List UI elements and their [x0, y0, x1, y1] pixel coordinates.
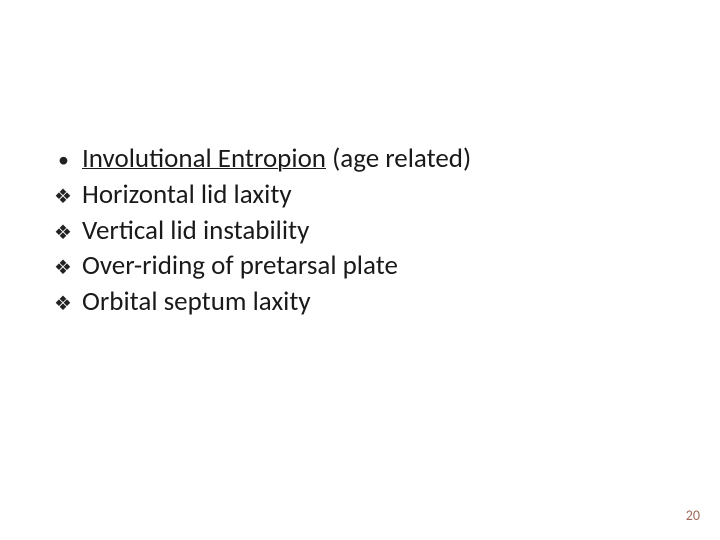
diamond-icon: ❖	[54, 184, 82, 209]
slide-content: • Involutional Entropion (age related) ❖…	[54, 142, 471, 321]
heading-item: • Involutional Entropion (age related)	[54, 142, 471, 176]
subitem-3: ❖ Over-riding of pretarsal plate	[54, 249, 471, 283]
heading-underlined: Involutional Entropion	[82, 142, 326, 175]
subitem-text: Vertical lid instability	[82, 214, 309, 248]
diamond-icon: ❖	[54, 291, 82, 316]
bullet-dot-icon: •	[54, 146, 82, 173]
subitem-1: ❖ Horizontal lid laxity	[54, 178, 471, 212]
subitem-text: Over-riding of pretarsal plate	[82, 249, 398, 283]
heading-rest: (age related)	[326, 142, 471, 175]
heading-text: Involutional Entropion (age related)	[82, 142, 471, 176]
subitem-4: ❖ Orbital septum laxity	[54, 285, 471, 319]
page-number: 20	[686, 507, 700, 524]
subitem-text: Orbital septum laxity	[82, 285, 311, 319]
subitem-text: Horizontal lid laxity	[82, 178, 292, 212]
diamond-icon: ❖	[54, 255, 82, 280]
diamond-icon: ❖	[54, 220, 82, 245]
subitem-2: ❖ Vertical lid instability	[54, 214, 471, 248]
